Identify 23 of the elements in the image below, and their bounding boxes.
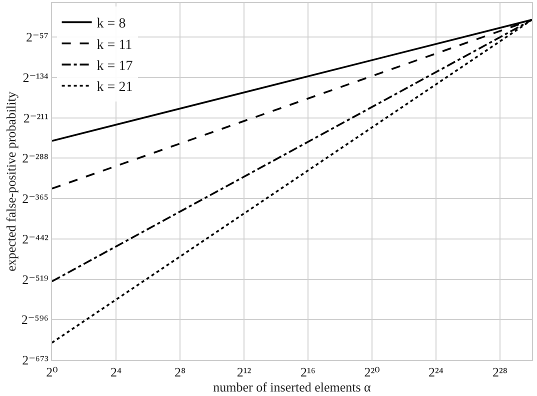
x-tick-label: 2²⁸ [492, 364, 508, 380]
x-tick-label: 2⁴ [110, 364, 122, 380]
y-tick-label: 2⁻⁶⁷³ [22, 352, 48, 368]
y-tick-label: 2⁻²¹¹ [23, 110, 48, 126]
x-tick-label: 2²⁰ [364, 364, 380, 380]
y-tick-label: 2⁻⁵¹⁹ [22, 272, 49, 287]
x-tick-label: 2⁰ [46, 364, 58, 380]
y-tick-label: 2⁻⁵⁷ [26, 30, 48, 45]
x-axis-title: number of inserted elements α [213, 380, 372, 395]
x-tick-label: 2²⁴ [428, 364, 444, 380]
y-tick-label: 2⁻¹³⁴ [22, 70, 49, 85]
legend-label: k = 11 [96, 38, 132, 53]
y-tick-label: 2⁻⁴⁴² [22, 231, 48, 246]
x-tick-label: 2⁸ [174, 364, 186, 380]
x-tick-label: 2¹⁶ [300, 364, 316, 380]
legend-label: k = 8 [96, 16, 126, 32]
y-tick-label: 2⁻²⁸⁸ [22, 150, 49, 166]
y-axis-title: expected false-positive probability [3, 91, 18, 272]
y-tick-label: 2⁻⁵⁹⁶ [21, 312, 48, 328]
x-tick-label: 2¹² [236, 364, 252, 380]
y-tick-label: 2⁻³⁶⁵ [22, 191, 48, 206]
legend-label: k = 17 [96, 59, 133, 74]
legend-label: k = 21 [96, 80, 133, 96]
